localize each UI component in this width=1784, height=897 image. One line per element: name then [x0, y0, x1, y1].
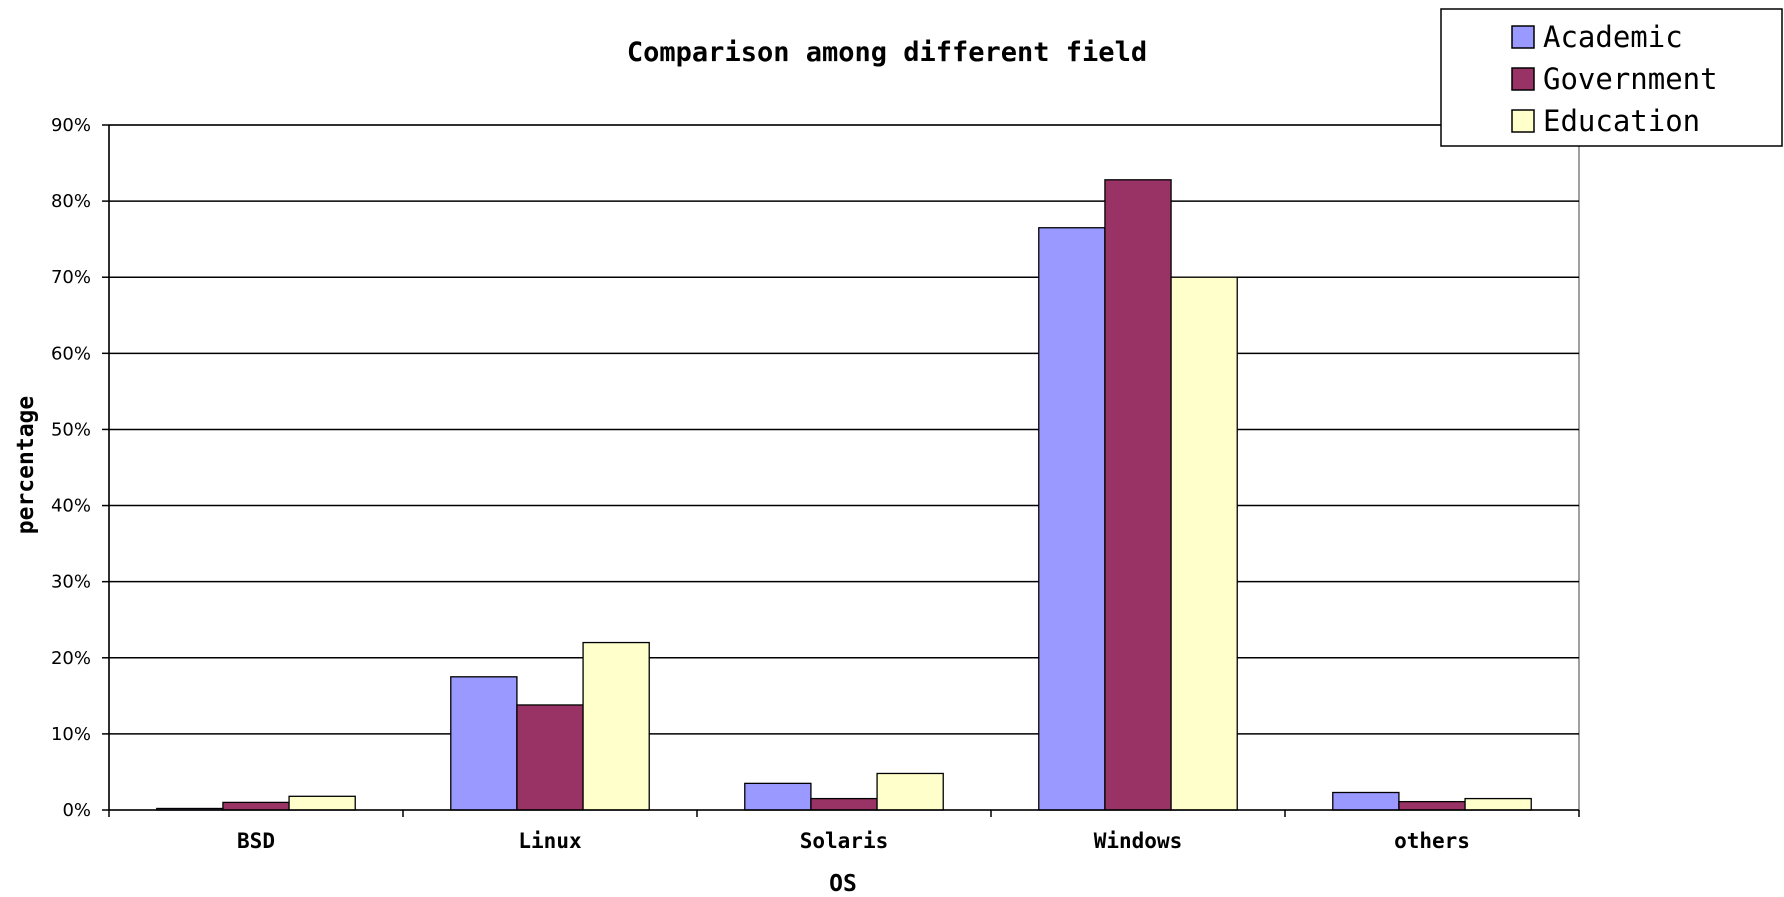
bar-government-others: [1398, 800, 1466, 811]
bar-government-bsd: [222, 801, 290, 811]
y-tick-label: 0%: [62, 800, 91, 821]
y-tick-label: 50%: [51, 419, 91, 440]
bar-academic-linux: [450, 676, 518, 811]
y-tick-label: 90%: [51, 115, 91, 136]
legend: Academic Government Education: [1440, 8, 1783, 147]
x-axis-tick-labels: BSD Linux Solaris Windows others: [237, 829, 1470, 853]
bar-education-windows: [1170, 276, 1238, 811]
legend-label-education: Education: [1543, 104, 1700, 138]
legend-swatch-education: [1511, 109, 1535, 133]
x-axis-title: OS: [829, 871, 857, 897]
x-tick-label: others: [1394, 829, 1470, 853]
bar-government-linux: [516, 704, 584, 811]
legend-swatch-academic: [1511, 25, 1535, 49]
y-axis-tick-labels: 0% 10% 20% 30% 40% 50% 60% 70% 80% 90%: [51, 115, 91, 821]
y-axis-title: percentage: [13, 396, 39, 534]
x-tick-label: Linux: [518, 829, 582, 853]
y-tick-label: 70%: [51, 267, 91, 288]
bar-academic-others: [1332, 791, 1400, 811]
bar-academic-solaris: [744, 782, 812, 811]
legend-items: Academic Government Education: [1511, 20, 1718, 138]
legend-swatch-government: [1511, 67, 1535, 91]
y-tick-label: 60%: [51, 343, 91, 364]
legend-frame: [1440, 8, 1783, 147]
x-tick-label: Windows: [1094, 829, 1183, 853]
bars: [156, 179, 1532, 811]
bar-education-bsd: [288, 795, 356, 811]
chart-title: Comparison among different field: [627, 37, 1147, 68]
legend-label-government: Government: [1543, 62, 1718, 96]
bar-education-others: [1464, 797, 1532, 811]
plot-area: 0% 10% 20% 30% 40% 50% 60% 70% 80% 90% BSD Linux So…: [51, 115, 1580, 853]
y-tick-label: 40%: [51, 496, 91, 517]
legend-label-academic: Academic: [1543, 20, 1683, 54]
y-tick-label: 80%: [51, 191, 91, 212]
gridlines: [102, 124, 1579, 811]
x-tick-label: BSD: [237, 829, 275, 853]
bar-government-windows: [1104, 179, 1172, 811]
bar-government-solaris: [810, 797, 878, 811]
y-tick-label: 30%: [51, 572, 91, 593]
y-tick-label: 10%: [51, 724, 91, 745]
axes: [108, 125, 1580, 817]
bar-education-solaris: [876, 772, 944, 811]
bar-academic-windows: [1038, 227, 1106, 811]
y-tick-label: 20%: [51, 648, 91, 669]
plot-frame: [108, 124, 1580, 811]
x-tick-label: Solaris: [800, 829, 889, 853]
bar-education-linux: [582, 641, 650, 811]
